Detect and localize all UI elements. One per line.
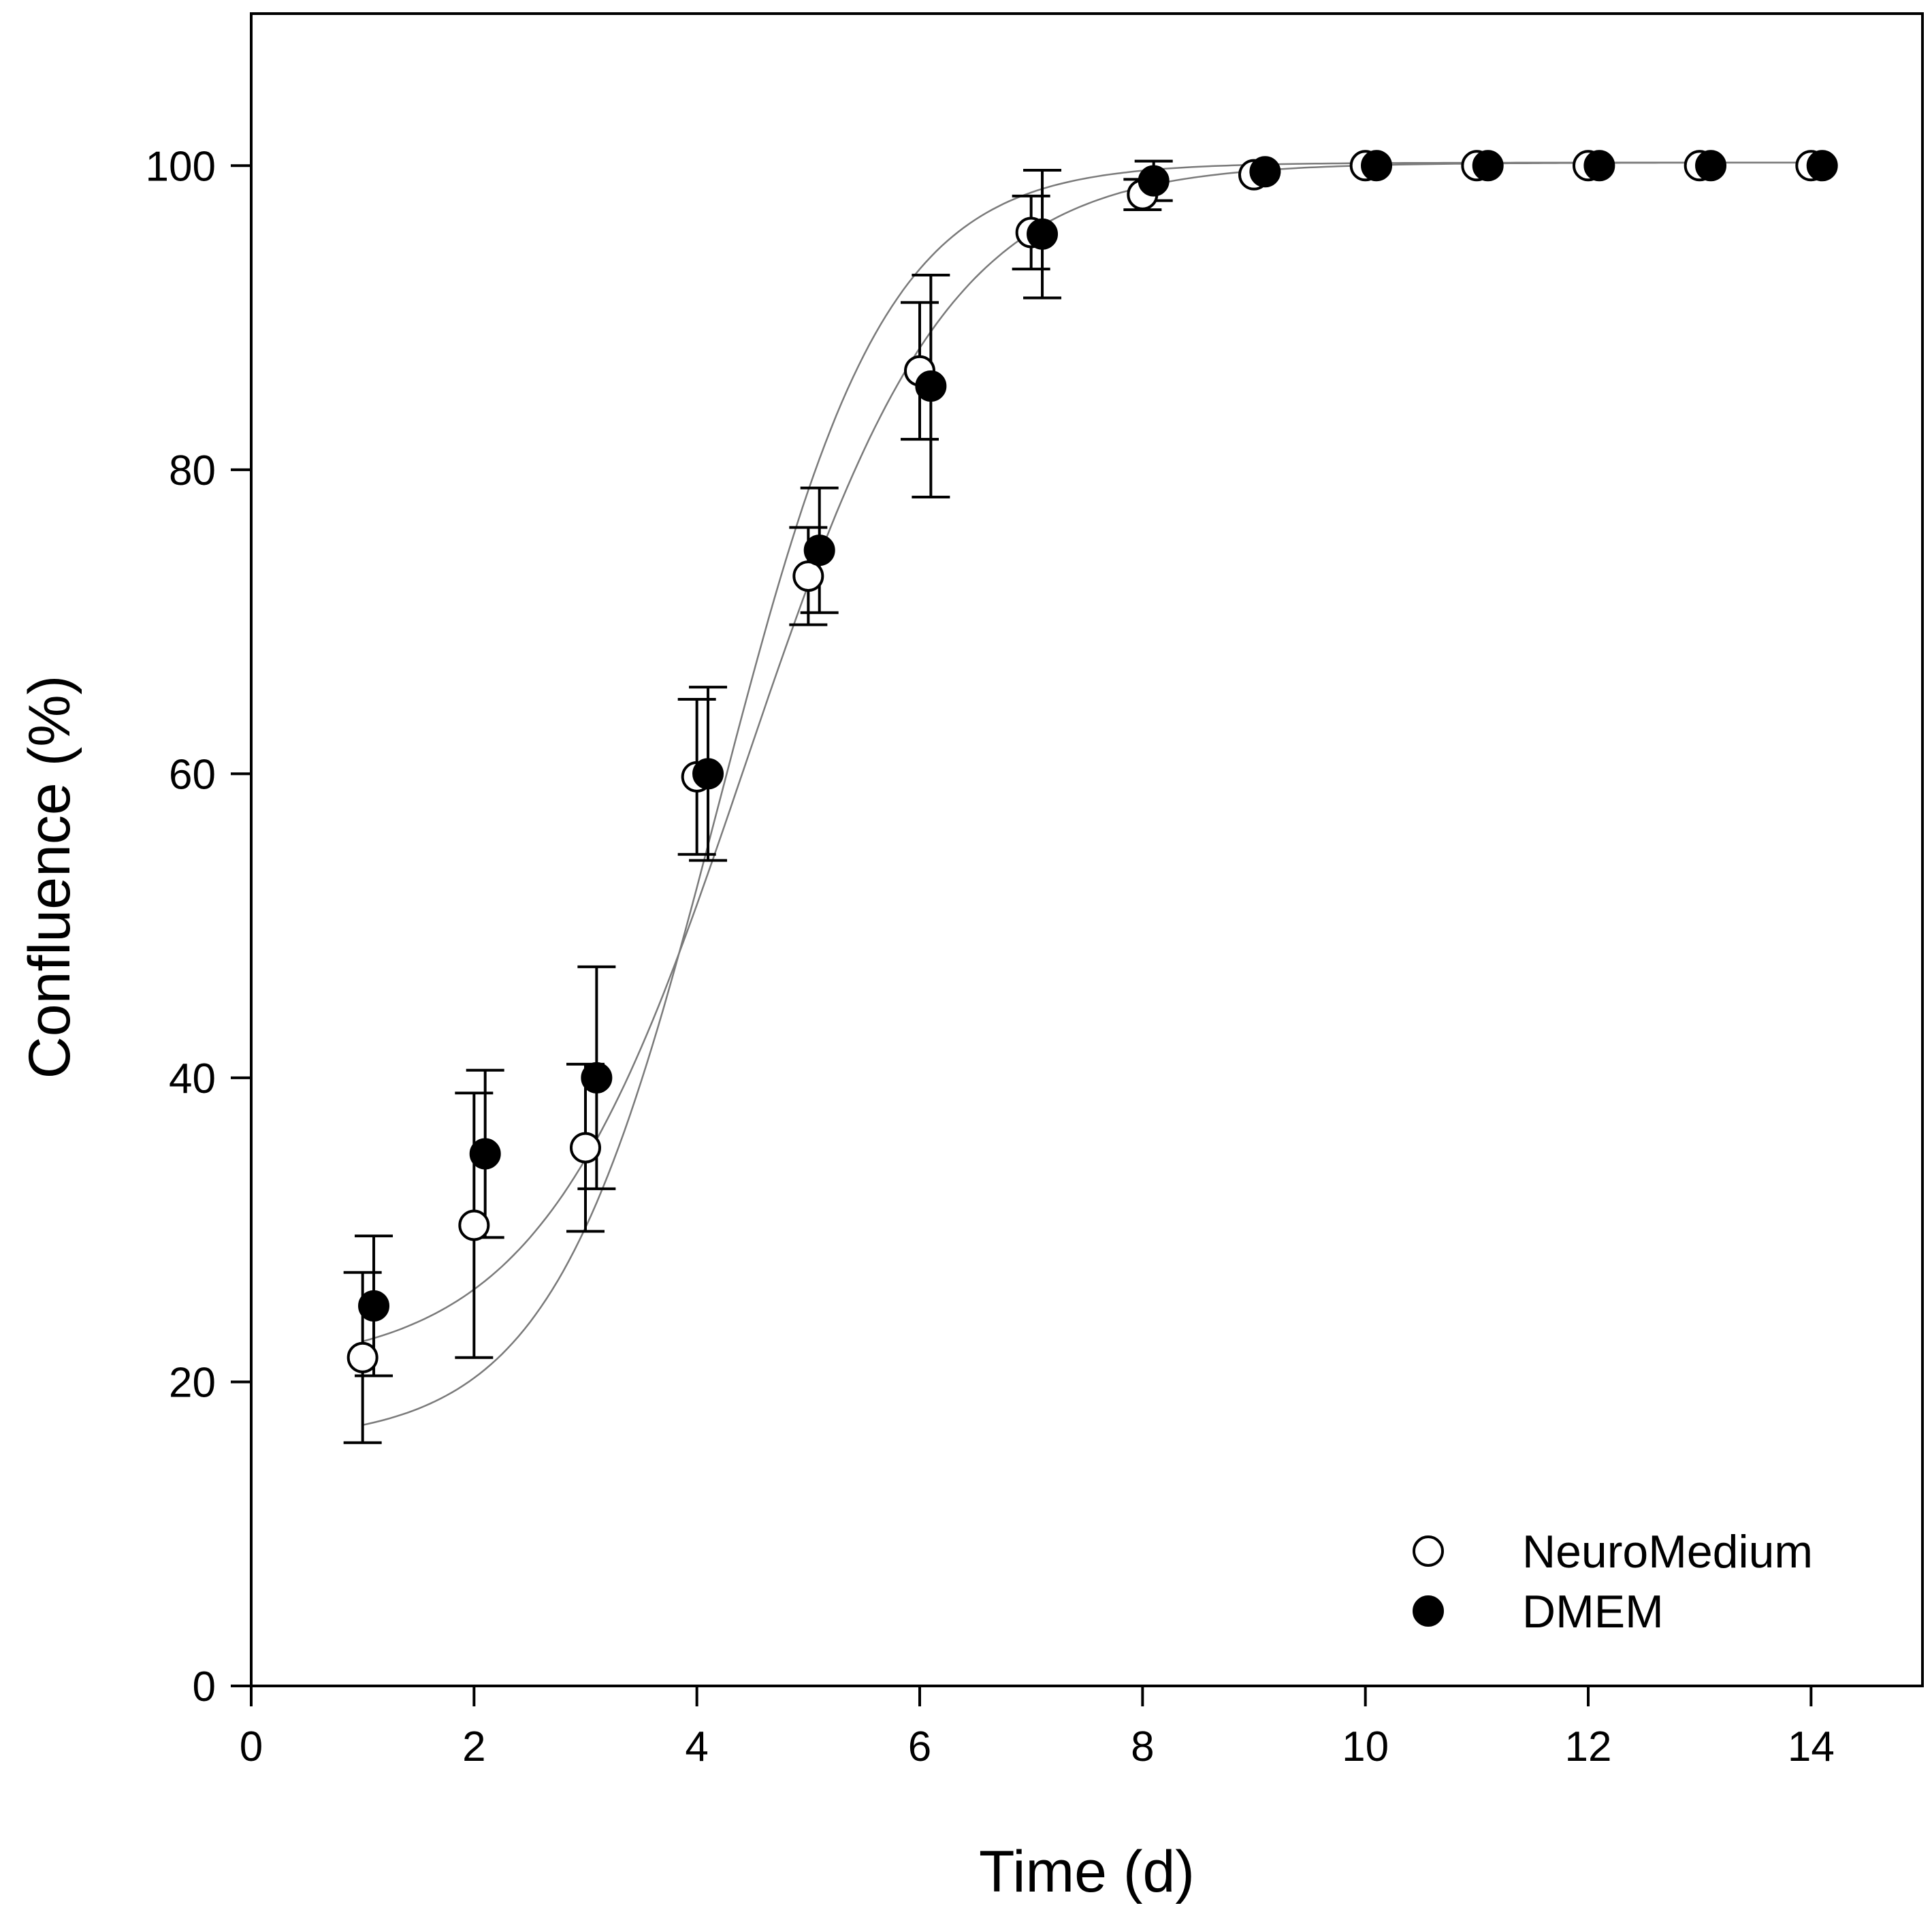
data-point-dmem [692,758,724,790]
x-tick-label: 10 [1342,1723,1389,1770]
x-tick-label: 0 [240,1723,263,1770]
data-point-dmem [1249,156,1281,188]
data-point-dmem [1583,150,1615,182]
data-point-dmem [1138,165,1170,197]
data-point-dmem [581,1062,613,1094]
y-tick-label: 80 [169,447,216,494]
data-point-dmem [1361,150,1393,182]
legend-marker-dmem [1413,1595,1444,1627]
y-axis-title: Confluence (%) [17,675,82,1079]
y-tick-label: 100 [146,143,216,190]
data-point-dmem [358,1290,390,1322]
data-point-dmem [1472,150,1504,182]
legend: NeuroMedium DMEM [1413,1526,1813,1638]
x-tick-label: 2 [462,1723,485,1770]
legend-label-neuromedium: NeuroMedium [1522,1526,1813,1578]
data-point-dmem [803,535,835,567]
x-axis-title: Time (d) [979,1839,1195,1905]
error-bars [343,159,1173,1444]
data-point-neuromedium [458,1209,490,1241]
x-tick-label: 12 [1565,1723,1612,1770]
y-axis-ticks: 0 20 40 60 80 100 [146,143,251,1710]
data-point-dmem [1806,150,1838,182]
data-point-dmem [1695,150,1727,182]
legend-marker-neuromedium [1413,1535,1444,1567]
x-axis-ticks: 0 2 4 6 8 10 12 14 [240,1686,1835,1770]
y-tick-label: 40 [169,1055,216,1102]
y-tick-label: 20 [169,1359,216,1406]
data-points [347,150,1838,1373]
x-tick-label: 4 [685,1723,708,1770]
data-point-neuromedium [570,1132,601,1164]
y-tick-label: 60 [169,751,216,798]
legend-label-dmem: DMEM [1522,1586,1664,1638]
fit-curve-dmem [362,161,1822,1427]
x-tick-label: 8 [1131,1723,1154,1770]
x-tick-label: 14 [1788,1723,1835,1770]
data-point-dmem [915,370,947,402]
data-point-neuromedium [792,560,824,592]
data-point-dmem [1027,218,1059,250]
fit-curve-neuromedium [362,161,1822,1343]
data-point-dmem [469,1138,501,1170]
data-point-neuromedium [347,1341,379,1373]
x-tick-label: 6 [908,1723,931,1770]
plot-frame [250,12,1924,1687]
fit-curves [362,161,1822,1427]
y-tick-label: 0 [193,1663,216,1710]
